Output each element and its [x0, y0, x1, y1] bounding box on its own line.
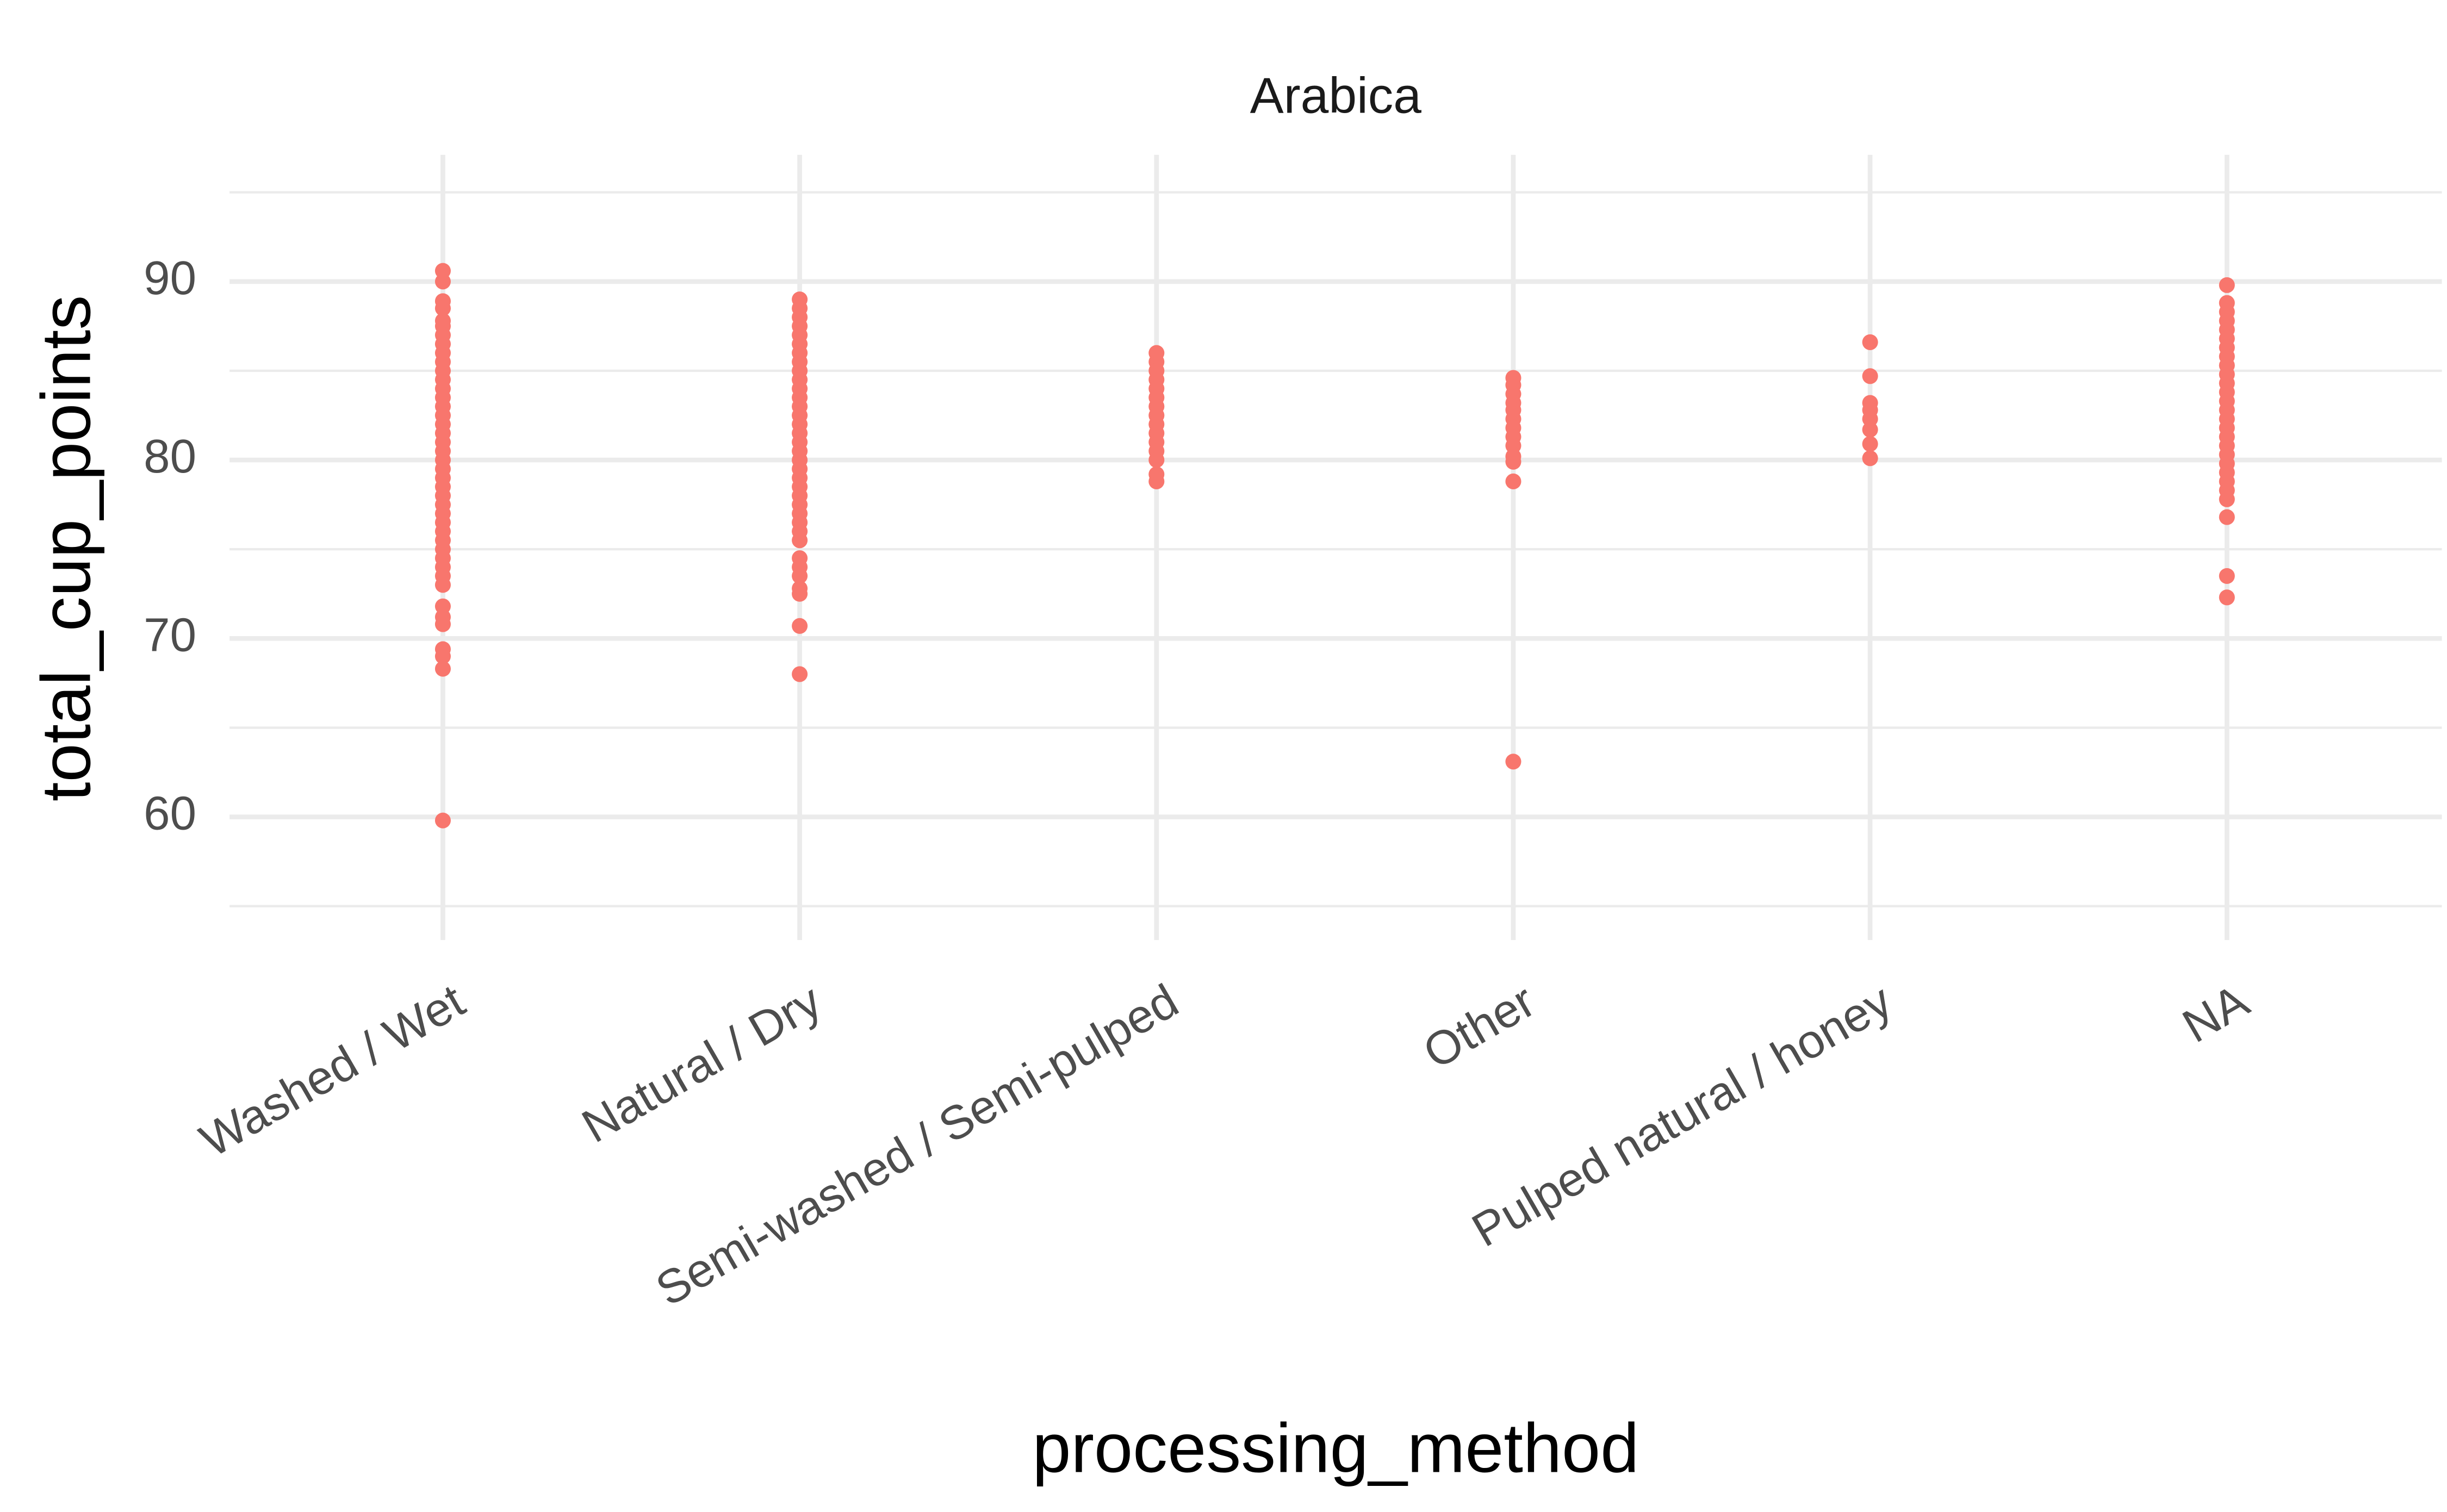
point [434, 648, 451, 664]
x-tick-label: Natural / Dry [573, 974, 830, 1153]
x-axis-label: processing_method [1032, 1409, 1639, 1487]
point [792, 586, 808, 602]
point [434, 616, 451, 632]
y-tick-label: 90 [144, 252, 196, 304]
x-tick-label: Other [1415, 974, 1544, 1079]
point [792, 568, 808, 584]
point [1148, 473, 1165, 489]
point [434, 812, 451, 829]
point [1505, 473, 1521, 489]
point [2219, 491, 2235, 507]
point [434, 273, 451, 290]
point [2219, 568, 2235, 584]
point [792, 532, 808, 549]
x-tick-label: NA [2174, 974, 2257, 1053]
point [792, 666, 808, 682]
point [434, 661, 451, 677]
point [1862, 450, 1878, 466]
point [434, 577, 451, 593]
point [1505, 453, 1521, 470]
point [1862, 368, 1878, 384]
point [2219, 589, 2235, 606]
point [2219, 277, 2235, 293]
point [1148, 452, 1165, 468]
y-axis-label: total_cup_points [27, 295, 105, 801]
x-tick-label: Washed / Wet [191, 974, 473, 1167]
point [792, 618, 808, 634]
point [1862, 421, 1878, 438]
point [1862, 334, 1878, 350]
point [1862, 436, 1878, 452]
facet-title: Arabica [1250, 67, 1422, 124]
point [2219, 509, 2235, 525]
point [434, 300, 451, 316]
y-tick-label: 70 [144, 608, 196, 661]
point [1505, 754, 1521, 770]
y-tick-label: 60 [144, 787, 196, 840]
y-tick-label: 80 [144, 430, 196, 483]
